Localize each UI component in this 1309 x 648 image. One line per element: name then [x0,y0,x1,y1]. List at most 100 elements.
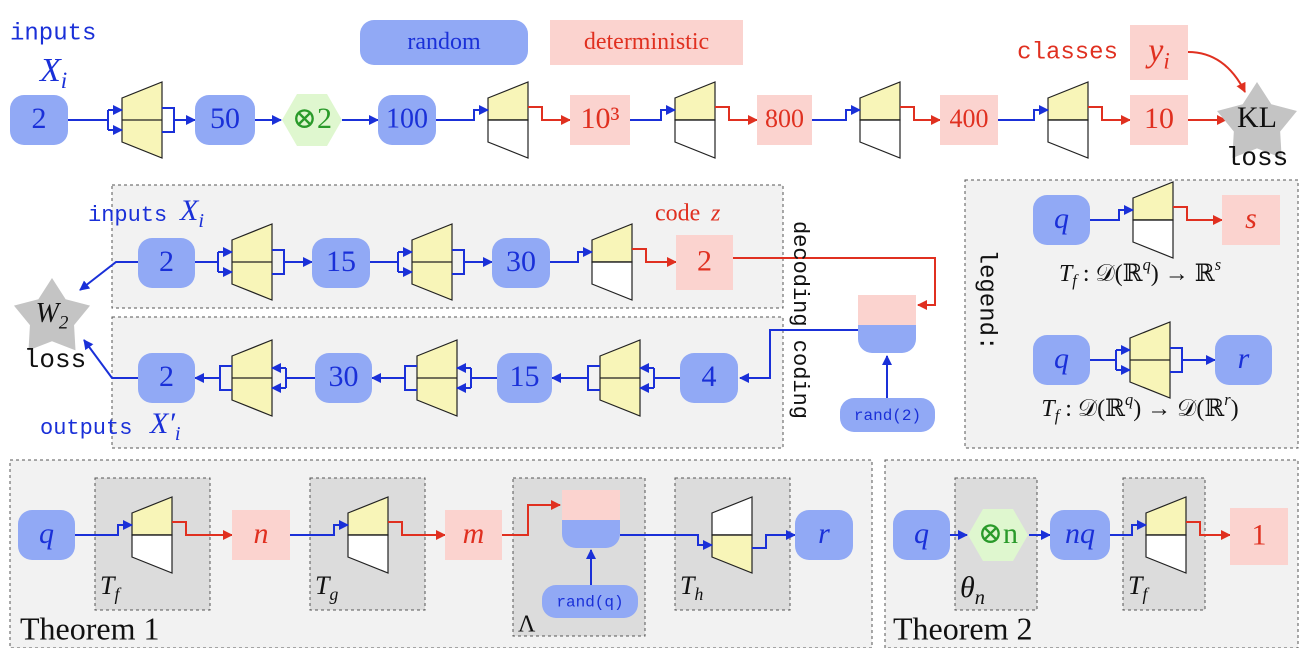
math-part: n [975,587,985,609]
arrow [1088,106,1131,125]
math-part: i [1163,49,1169,75]
arrow [502,500,561,536]
math-part: f [114,584,121,604]
math-part: 2 [59,313,69,334]
label: loss [1226,143,1288,173]
random-node [1050,510,1110,560]
math-part: s [1215,255,1221,274]
coupling-top [858,295,916,325]
coupling-top [562,490,620,520]
node-label: m [463,517,485,550]
map-top [487,81,529,121]
label: inputs [10,20,96,47]
arrow [79,261,138,291]
node-label: 2 [159,360,174,393]
arrow [715,106,758,125]
arrow [83,339,138,379]
math-label: Xi [38,52,67,95]
math-part: ) → 𝒟(ℝ [1133,396,1225,422]
arrow [162,107,175,133]
random-node [315,353,372,403]
node-label: yi [1145,32,1170,75]
arrow [1110,520,1147,536]
arrow [739,329,858,383]
label: legend: [973,250,1000,351]
tensor-node [968,509,1028,561]
label: Theorem 2 [893,610,1033,646]
loss-star [13,278,91,351]
node-label: r [1238,342,1250,375]
math-part: f [1072,271,1079,290]
node-label: s [1245,202,1257,235]
arrow [1173,206,1223,225]
math-part: h [694,584,703,604]
label: inputs [88,203,167,228]
math-part: g [329,584,338,604]
math-part: T [1041,396,1056,422]
random-node [10,95,68,145]
map-bottom [1047,119,1089,159]
arrow [290,520,349,536]
random-node [18,510,75,560]
node-label: 2 [159,245,174,278]
math-label: Tf : 𝒟(ℝq) → ℝs [1059,255,1221,290]
deterministic-node [1130,95,1188,145]
math-part: i [61,69,67,95]
arrow [752,530,796,549]
random-node [378,95,436,145]
label: KL [1237,101,1277,134]
label: outputs [40,416,132,441]
coupling-bottom [562,520,620,548]
arrow [1090,205,1134,221]
math-part: ) [1231,396,1239,422]
arrow [998,105,1049,121]
map-bottom [859,119,901,159]
deterministic-node [445,510,502,560]
node-label: r [818,517,830,550]
arrow [550,247,593,263]
arrow [630,105,676,121]
math-part: T [1128,571,1144,600]
math-part: ) → ℝ [1151,261,1216,287]
math-part: : 𝒟(ℝ [1059,396,1126,422]
node-label: q [1054,202,1069,235]
math-label: Xi [179,194,204,232]
node-label: n [254,517,269,550]
math-label: Tf [1128,571,1149,604]
arrow [1186,521,1231,540]
random-node [138,353,195,403]
tensor-node [282,94,342,146]
random-node [492,238,550,288]
node-label: 50 [210,102,240,135]
label: code [655,201,700,227]
random-node [360,20,528,65]
node-label: rand(2) [854,407,921,425]
label: z [710,201,721,227]
deterministic-node [232,510,290,560]
node-label: rand(q) [556,594,623,612]
arrow [812,105,861,121]
math-part: T [1059,261,1074,287]
arrow [172,521,233,540]
math-part: X [38,52,62,89]
random-node [1215,335,1272,385]
math-label: Th [680,571,703,604]
label: loss [24,345,86,375]
math-label: Tf : 𝒟(ℝq) → 𝒟(ℝr) [1041,390,1238,425]
random-node [680,353,738,403]
random-node [312,238,370,288]
node-label: 1 [1252,518,1267,551]
loss-star [1217,82,1297,158]
deterministic-node [757,95,812,145]
arrow [75,520,133,536]
node-label: q [914,517,929,550]
math-label: Tf [100,571,121,604]
math-part: T [315,571,331,600]
map-bottom [674,119,716,159]
node-label: 10³ [581,102,620,135]
node-label: nq [1065,517,1095,550]
node-label: q [39,517,54,550]
arrow [733,257,936,310]
random-node [1033,335,1090,385]
label: Theorem 1 [20,610,160,646]
